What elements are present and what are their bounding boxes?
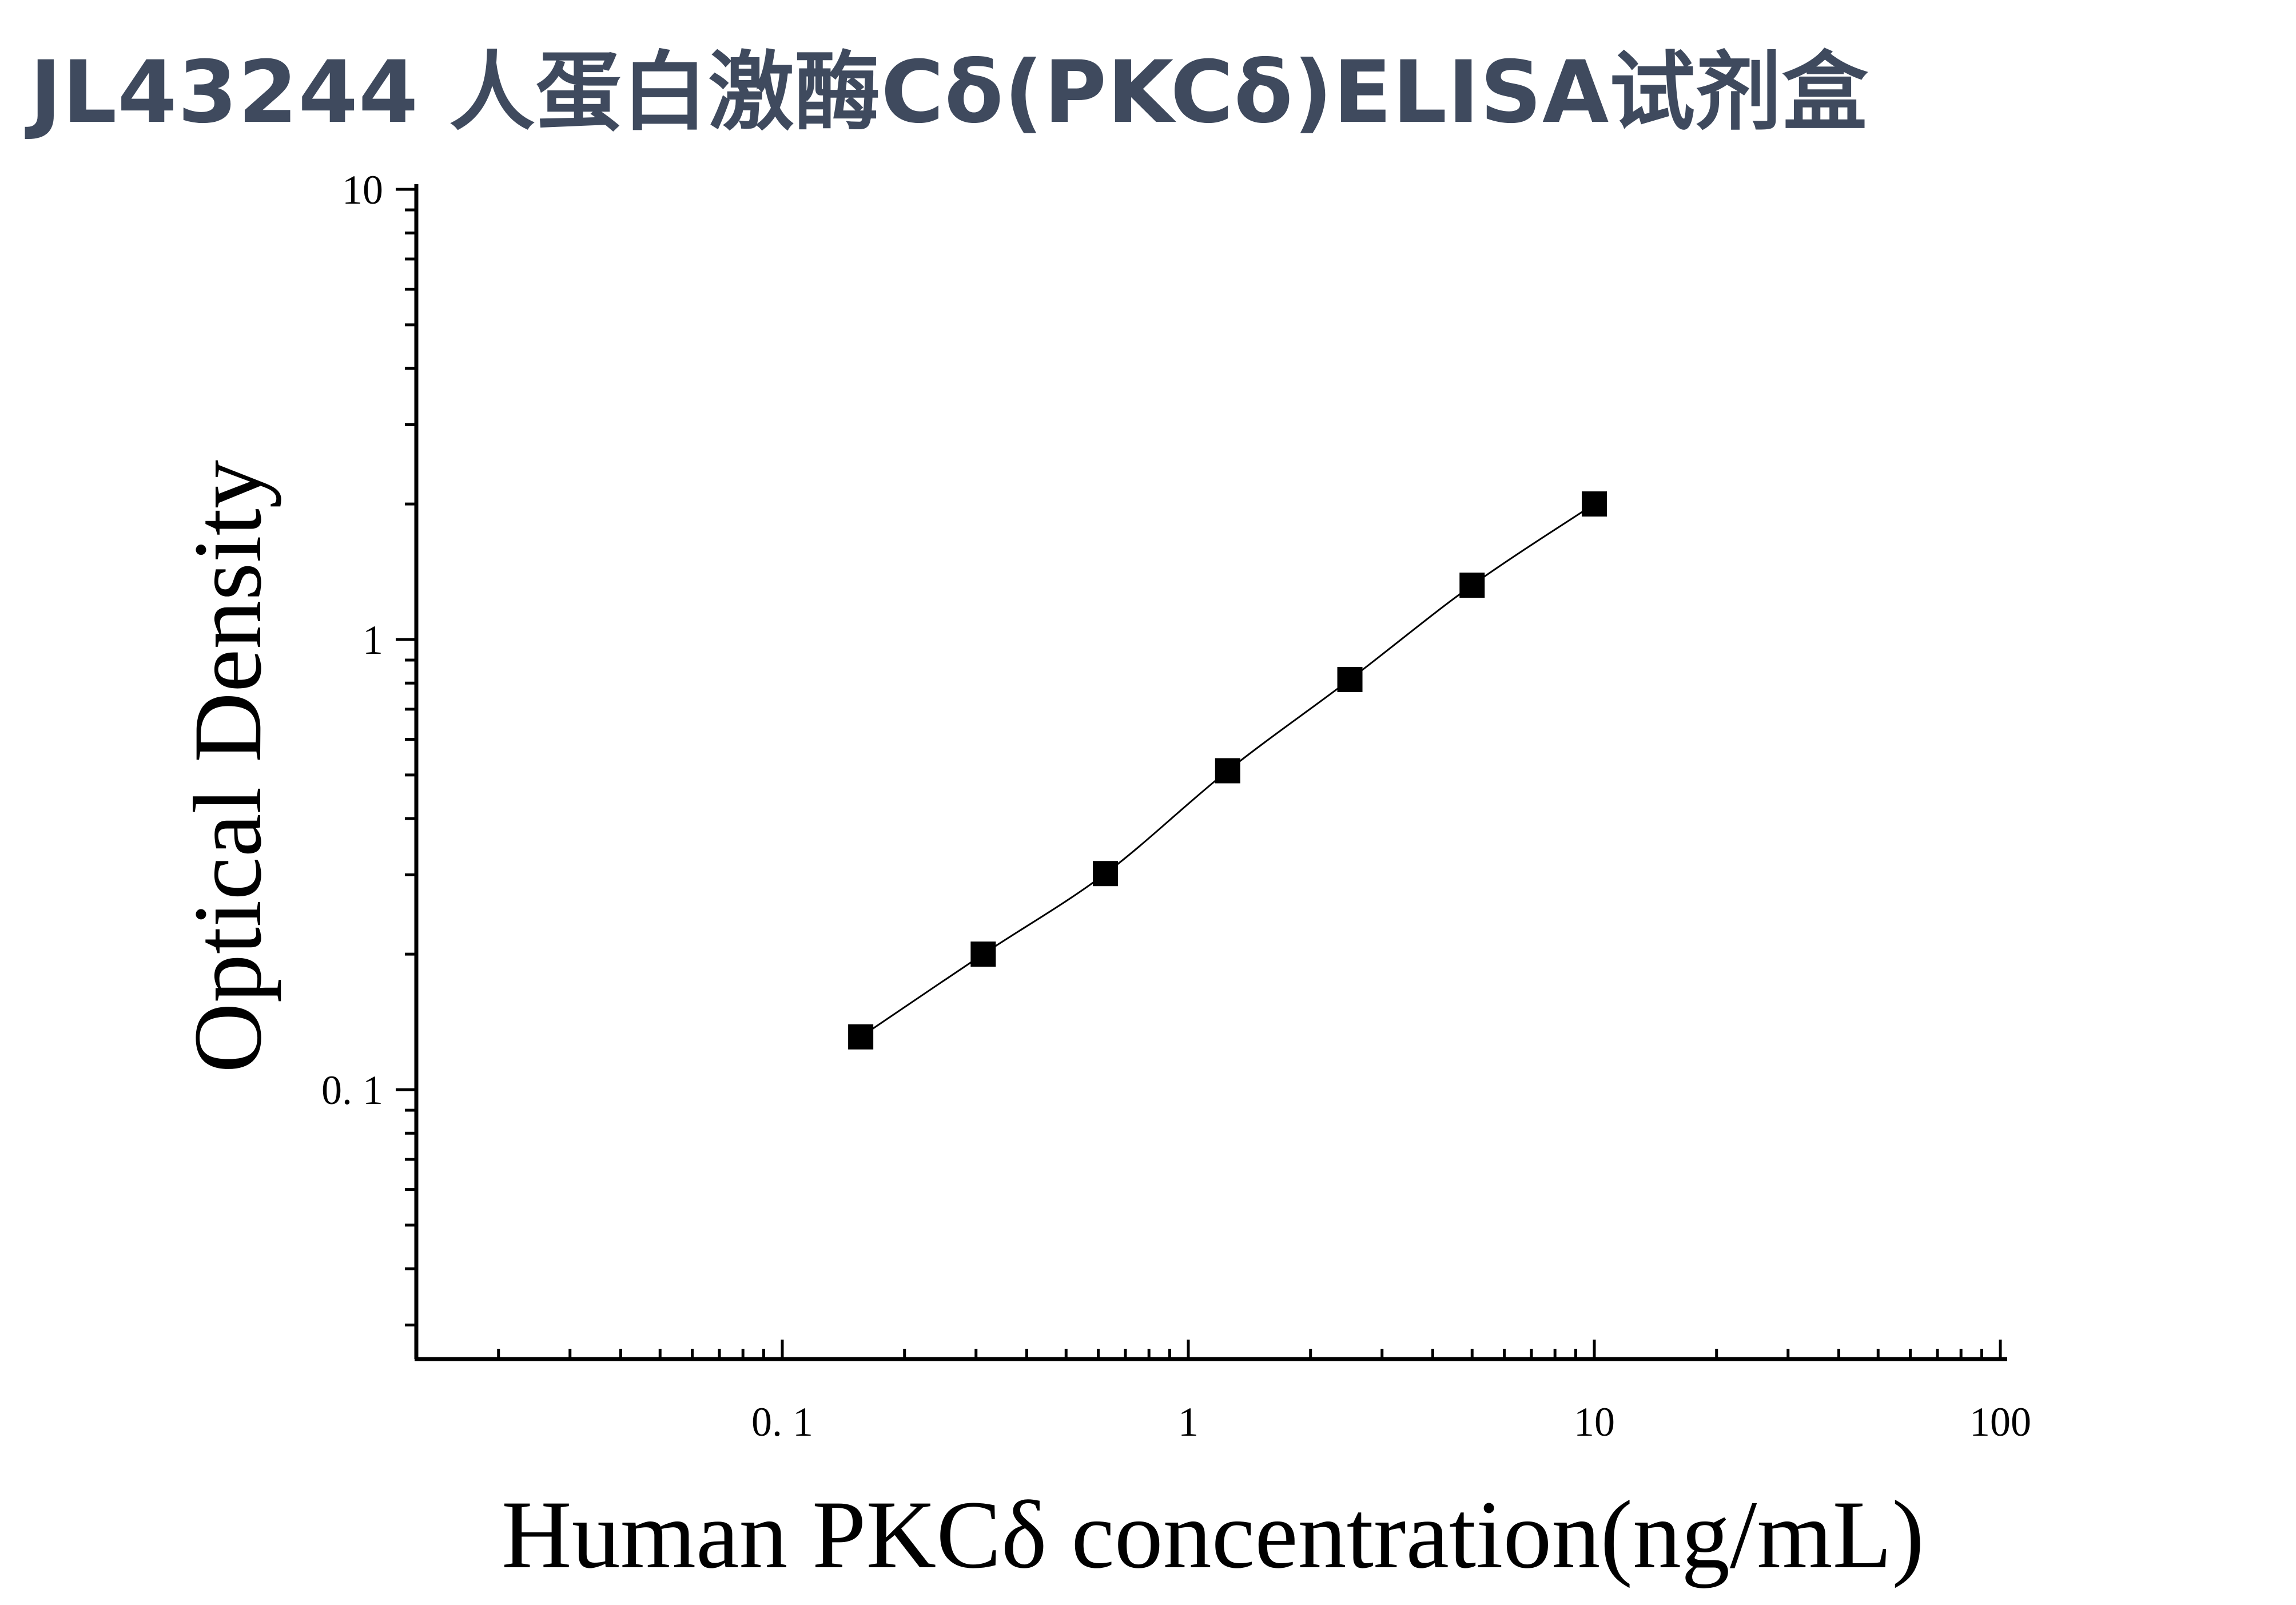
x-tick-label: 10 [1574,1399,1615,1445]
tick-labels: 0. 1 1 10 100 0. 1 1 10 [321,167,2031,1445]
chart-title: JL43244 人蛋白激酶Cδ(PKCδ)ELISA试剂盒 [30,43,1869,142]
axes [414,184,2007,1361]
data-point [848,1024,874,1050]
x-tick-label: 0. 1 [751,1399,813,1445]
y-tick-label: 0. 1 [321,1067,383,1113]
x-tick-label: 100 [1969,1399,2031,1445]
data-points [848,491,1607,1050]
x-axis-title: Human PKCδ concentration(ng/mL) [502,1481,1924,1588]
y-tick-label: 10 [342,167,383,213]
data-point [1093,861,1119,887]
data-point [1582,491,1607,517]
data-point [1215,758,1240,784]
axis-ticks [396,188,2002,1359]
data-point [1459,573,1485,598]
y-tick-label: 1 [363,617,383,663]
data-point [970,941,996,967]
x-tick-label: 1 [1178,1399,1199,1445]
y-axis-title: Optical Density [174,460,281,1073]
data-point [1337,666,1363,692]
